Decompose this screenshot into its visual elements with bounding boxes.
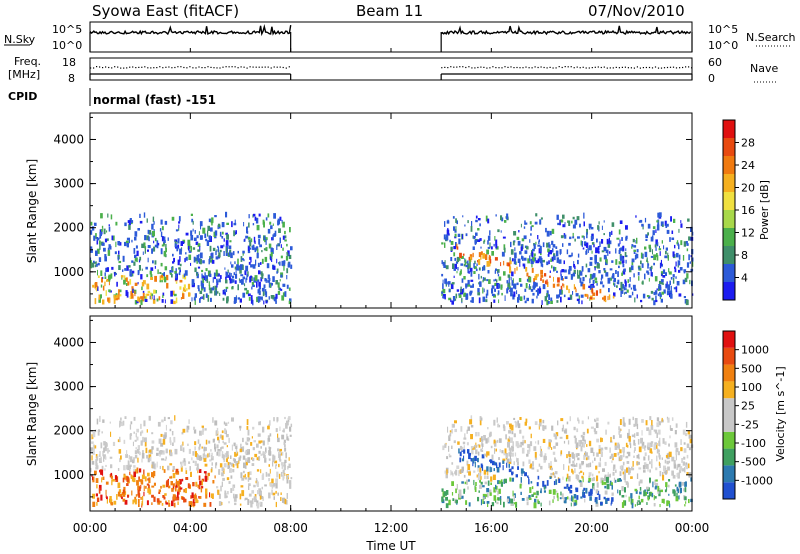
velocity-panel: 1000 2000 3000 4000 Slant Range [km] bbox=[25, 315, 694, 512]
station-title: Syowa East (fitACF) bbox=[92, 2, 239, 20]
nsky-lo: 10^0 bbox=[52, 39, 82, 52]
colorbar-tick-label: 100 bbox=[741, 381, 762, 394]
colorbar-swatch bbox=[723, 174, 735, 192]
colorbar-swatch bbox=[723, 415, 735, 432]
x-tick-label: 20:00 bbox=[574, 521, 609, 535]
colorbar-swatch bbox=[723, 364, 735, 382]
colorbar-tick-label: 1000 bbox=[741, 344, 769, 357]
colorbar-tick-label: 24 bbox=[741, 159, 755, 172]
freq-label-1: Freq. bbox=[14, 55, 41, 68]
power-panel: 1000 2000 3000 4000 Slant Range [km] bbox=[25, 112, 694, 309]
colorbar-swatch bbox=[723, 398, 735, 415]
colorbar-swatch bbox=[723, 331, 735, 348]
velocity-colorbar: 1000 500 100 25 -25 -100 -500 -1000 bbox=[722, 330, 773, 500]
colorbar-tick-label: 12 bbox=[741, 227, 755, 240]
freq-label-2: [MHz] bbox=[8, 68, 40, 81]
velocity-ylabel: Slant Range [km] bbox=[25, 362, 39, 466]
y-tick-label: 2000 bbox=[53, 221, 84, 235]
colorbar-tick-label: 8 bbox=[741, 249, 748, 262]
colorbar-swatch bbox=[723, 264, 735, 282]
colorbar-swatch bbox=[723, 431, 735, 449]
nave-hi: 60 bbox=[708, 56, 722, 69]
velocity-colorbar-label: Velocity [m s^-1] bbox=[774, 366, 787, 461]
y-tick-label: 4000 bbox=[53, 132, 84, 146]
beam-title: Beam 11 bbox=[356, 2, 423, 20]
nsky-traces bbox=[89, 24, 693, 52]
colorbar-swatch bbox=[723, 381, 735, 399]
x-tick-label: 00:00 bbox=[73, 521, 108, 535]
y-tick-label: 1000 bbox=[53, 265, 84, 279]
colorbar-tick-label: -1000 bbox=[741, 474, 773, 487]
colorbar-tick-label: 16 bbox=[741, 204, 755, 217]
colorbar-tick-label: 20 bbox=[741, 182, 755, 195]
power-colorbar-label: Power [dB] bbox=[758, 180, 771, 240]
x-tick-label: 16:00 bbox=[474, 521, 509, 535]
nsearch-hi: 10^5 bbox=[708, 23, 738, 36]
colorbar-swatch bbox=[723, 246, 735, 264]
colorbar-swatch bbox=[723, 210, 735, 228]
colorbar-tick-label: 28 bbox=[741, 137, 755, 150]
nsky-hi: 10^5 bbox=[52, 23, 82, 36]
colorbar-swatch bbox=[723, 228, 735, 246]
freq-hi: 18 bbox=[62, 56, 76, 69]
colorbar-swatch bbox=[723, 156, 735, 174]
colorbar-swatch bbox=[723, 282, 735, 300]
nsky-label: N.Sky bbox=[4, 33, 36, 46]
nave-label: Nave bbox=[750, 62, 778, 75]
cpid-label: CPID bbox=[8, 90, 37, 103]
nsearch-label: N.Search bbox=[746, 31, 796, 44]
x-tick-label: 00:00 bbox=[675, 521, 710, 535]
x-tick-label: 12:00 bbox=[374, 521, 409, 535]
x-tick-label: 04:00 bbox=[173, 521, 208, 535]
y-tick-label: 3000 bbox=[53, 380, 84, 394]
y-tick-label: 4000 bbox=[53, 335, 84, 349]
colorbar-tick-label: 500 bbox=[741, 362, 762, 375]
nsky-panel bbox=[89, 21, 693, 53]
y-tick-label: 1000 bbox=[53, 468, 84, 482]
x-tick-label: 08:00 bbox=[273, 521, 308, 535]
x-axis-label: Time UT bbox=[365, 539, 416, 553]
freq-lo: 8 bbox=[68, 72, 75, 85]
colorbar-tick-label: 25 bbox=[741, 400, 755, 413]
colorbar-tick-label: -500 bbox=[741, 456, 766, 469]
x-axis: 00:00 04:00 08:00 12:00 16:00 20:00 00:00 bbox=[73, 48, 710, 535]
freq-traces bbox=[89, 66, 693, 80]
colorbar-swatch bbox=[723, 465, 735, 483]
colorbar-swatch bbox=[723, 192, 735, 210]
power-ylabel: Slant Range [km] bbox=[25, 159, 39, 263]
date-title: 07/Nov/2010 bbox=[588, 2, 685, 20]
power-colorbar: 4 8 12 16 20 24 28 bbox=[722, 119, 755, 301]
colorbar-swatch bbox=[723, 347, 735, 365]
colorbar-swatch bbox=[723, 448, 735, 466]
colorbar-swatch bbox=[723, 120, 735, 138]
cpid-value: normal (fast) -151 bbox=[93, 93, 216, 107]
colorbar-swatch bbox=[723, 138, 735, 156]
nsearch-lo: 10^0 bbox=[708, 39, 738, 52]
velocity-data bbox=[90, 415, 694, 509]
y-tick-label: 3000 bbox=[53, 177, 84, 191]
colorbar-tick-label: -25 bbox=[741, 418, 759, 431]
freq-panel bbox=[89, 57, 693, 81]
y-tick-label: 2000 bbox=[53, 424, 84, 438]
nave-lo: 0 bbox=[708, 72, 715, 85]
colorbar-tick-label: 4 bbox=[741, 272, 748, 285]
colorbar-tick-label: -100 bbox=[741, 437, 766, 450]
power-data bbox=[90, 211, 694, 306]
colorbar-swatch bbox=[723, 482, 735, 499]
